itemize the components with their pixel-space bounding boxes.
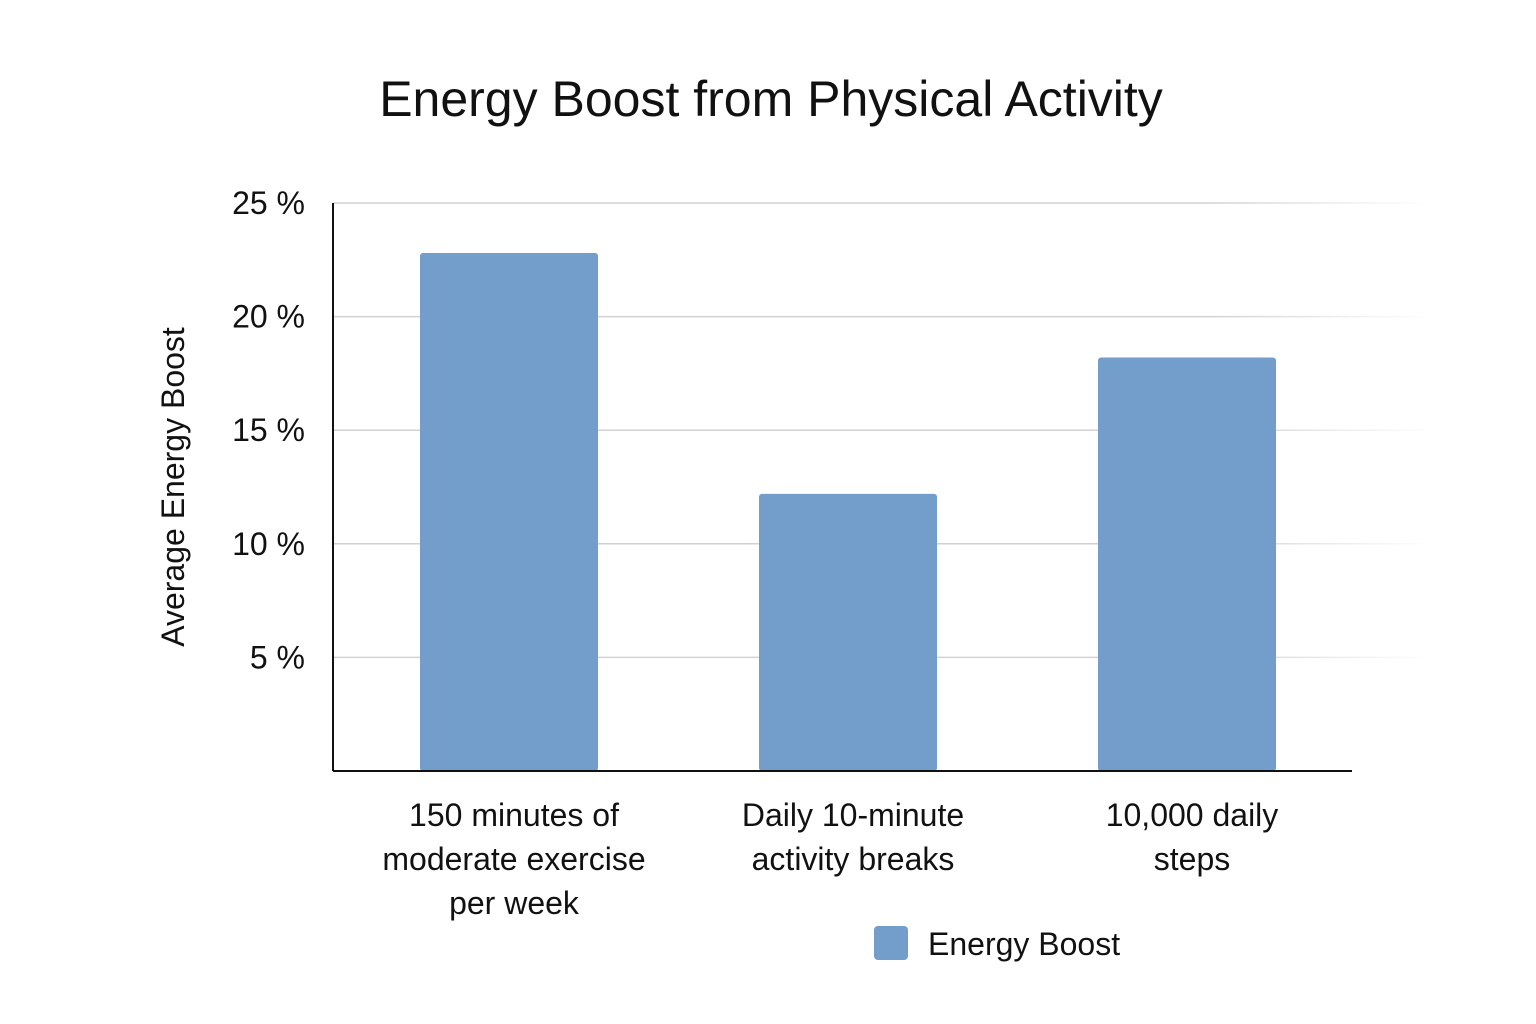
y-tick-label: 10 %: [232, 526, 305, 562]
chart-title: Energy Boost from Physical Activity: [379, 71, 1163, 127]
x-category-label: 150 minutes of moderate exercise per week: [382, 797, 645, 921]
x-category-label: Daily 10-minute activity breaks: [742, 797, 964, 877]
legend-swatch: [874, 926, 908, 960]
x-category-labels: 150 minutes of moderate exercise per week D…: [382, 797, 1278, 921]
y-tick-label: 5 %: [250, 639, 305, 675]
y-tick-label: 25 %: [232, 185, 305, 221]
bar: [759, 493, 937, 771]
y-tick-label: 20 %: [232, 299, 305, 335]
bars: [420, 252, 1276, 771]
x-category-label: 10,000 daily steps: [1106, 797, 1279, 877]
y-tick-label: 15 %: [232, 412, 305, 448]
bar: [1098, 357, 1276, 771]
legend-label: Energy Boost: [928, 926, 1120, 962]
legend: Energy Boost: [874, 926, 1120, 962]
y-tick-labels: 5 % 10 % 15 % 20 % 25 %: [232, 185, 305, 675]
y-axis-title: Average Energy Boost: [155, 327, 191, 647]
bar: [420, 252, 598, 771]
